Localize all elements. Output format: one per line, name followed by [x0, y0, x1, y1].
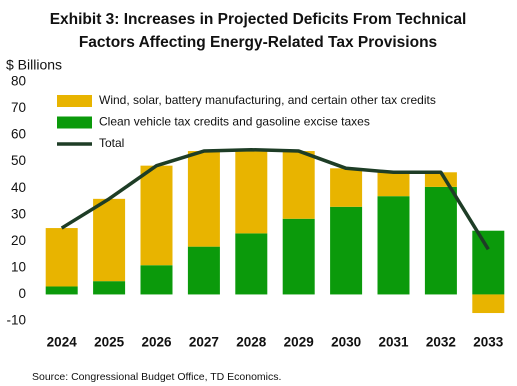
- x-tick-label: 2026: [141, 335, 172, 350]
- bar: [377, 196, 410, 295]
- bar: [93, 281, 126, 295]
- bar: [140, 165, 173, 266]
- y-tick-label: 70: [11, 100, 26, 115]
- bar: [45, 286, 78, 295]
- bar: [377, 172, 410, 197]
- y-tick-label: -10: [6, 313, 26, 328]
- y-tick-label: 0: [18, 286, 26, 301]
- x-tick-label: 2028: [236, 335, 267, 350]
- bar: [330, 206, 363, 295]
- y-tick-label: 40: [11, 180, 26, 195]
- y-tick-label: 30: [11, 206, 26, 221]
- bar: [282, 151, 315, 219]
- bar: [140, 265, 173, 295]
- bar: [330, 168, 363, 207]
- bar: [187, 151, 220, 247]
- bar: [45, 228, 78, 287]
- x-tick-label: 2030: [331, 335, 361, 350]
- bar: [235, 233, 268, 295]
- chart-title: Factors Affecting Energy-Related Tax Pro…: [79, 34, 437, 51]
- bar: [472, 230, 505, 295]
- x-tick-label: 2031: [378, 335, 409, 350]
- y-tick-label: 20: [11, 233, 26, 248]
- x-tick-label: 2025: [94, 335, 125, 350]
- source-note: Source: Congressional Budget Office, TD …: [32, 371, 281, 383]
- x-tick-label: 2033: [473, 335, 504, 350]
- bar: [187, 246, 220, 295]
- legend-label: Total: [99, 136, 124, 150]
- x-tick-label: 2027: [189, 335, 219, 350]
- chart-title: Exhibit 3: Increases in Projected Defici…: [50, 11, 467, 28]
- bar: [472, 294, 505, 314]
- line-series: [60, 147, 490, 251]
- y-tick-label: 80: [11, 74, 26, 89]
- y-tick-label: 10: [11, 259, 26, 274]
- y-tick-label: 60: [11, 127, 26, 142]
- bar: [93, 198, 126, 282]
- bar: [235, 149, 268, 234]
- y-axis-label: $ Billions: [6, 57, 62, 73]
- bar: [424, 186, 457, 295]
- legend-label: Clean vehicle tax credits and gasoline e…: [99, 115, 370, 129]
- x-tick-label: 2024: [47, 335, 78, 350]
- legend-swatch: [57, 116, 92, 129]
- y-tick-label: 50: [11, 153, 26, 168]
- legend-swatch: [57, 95, 92, 107]
- legend-label: Wind, solar, battery manufacturing, and …: [99, 93, 436, 107]
- x-tick-label: 2032: [426, 335, 456, 350]
- x-tick-label: 2029: [284, 335, 314, 350]
- bar: [282, 218, 315, 295]
